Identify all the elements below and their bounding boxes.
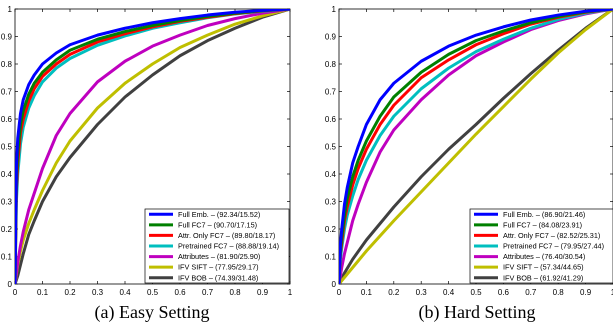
y-tick-label: 0.4 [325,170,337,179]
legend-entry: Full FC7 – (84.08/23.91) [503,220,582,229]
y-tick-label: 0.7 [325,88,337,97]
y-tick-label: 0.5 [1,143,13,152]
x-tick-label: 0.6 [174,288,186,297]
panel-caption: (a) Easy Setting [95,302,210,323]
legend-entry: IFV BOB – (74.39/31.48) [178,273,258,282]
legend-entry: Full FC7 – (90.70/17.15) [178,220,257,229]
x-tick-label: 0.7 [202,288,214,297]
legend-entry: Pretrained FC7 – (88.88/19.14) [178,242,279,251]
y-tick-label: 0.1 [1,253,13,262]
legend-entry: IFV BOB – (61.92/41.29) [503,273,583,282]
x-tick-label: 0.6 [498,288,510,297]
y-tick-label: 0.9 [1,33,13,42]
x-tick-label: 0.4 [443,288,455,297]
legend-entry: IFV SIFT – (57.34/44.65) [503,263,584,272]
panel-caption: (b) Hard Setting [419,302,536,323]
x-tick-label: 1 [288,288,293,297]
y-tick-label: 0.2 [1,225,13,234]
legend-entry: Attributes – (81.90/25.90) [178,252,260,261]
y-tick-label: 0.8 [1,60,13,69]
x-tick-label: 0.5 [470,288,482,297]
y-tick-label: 0.8 [325,60,337,69]
y-tick-label: 0.6 [325,115,337,124]
y-tick-label: 0.5 [325,143,337,152]
y-tick-label: 0 [332,280,337,289]
legend-entry: Pretrained FC7 – (79.95/27.44) [503,242,604,251]
x-tick-label: 0.3 [92,288,104,297]
x-tick-label: 0.1 [361,288,373,297]
x-tick-label: 0.4 [119,288,131,297]
series-line [15,9,290,284]
series-line [339,9,613,284]
y-tick-label: 0.3 [1,198,13,207]
series-line [15,9,290,284]
y-tick-label: 0.4 [1,170,13,179]
legend-entry: Full Emb. – (92.34/15.52) [178,210,260,219]
legend: Full Emb. – (92.34/15.52)Full FC7 – (90.… [144,208,290,284]
y-tick-label: 1 [8,5,13,14]
y-tick-label: 0.2 [325,225,337,234]
x-tick-label: 1 [611,288,613,297]
hard-setting-panel: 0 0.1 0.2 0.3 0.4 0.5 0.6 0.7 0.8 0.9 1 0 0.1 0.2 0.3 0… [325,5,613,323]
x-tick-label: 0.2 [64,288,76,297]
legend-entry: Attr. Only FC7 – (89.80/18.17) [178,231,275,240]
x-tick-label: 0.7 [525,288,537,297]
series-line [15,9,290,284]
legend: Full Emb. – (86.90/21.46)Full FC7 – (84.… [469,208,613,284]
x-tick-label: 0.5 [147,288,159,297]
legend-entry: Attributes – (76.40/30.54) [503,252,585,261]
x-tick-label: 0.8 [229,288,241,297]
x-tick-label: 0.2 [388,288,400,297]
y-tick-label: 0.3 [325,198,337,207]
y-tick-label: 1 [332,5,337,14]
easy-setting-panel: 0 0.1 0.2 0.3 0.4 0.5 0.6 0.7 0.8 0.9 1 0 0.1 0.2 0.3 0… [1,5,293,323]
x-tick-label: 0.8 [553,288,565,297]
x-tick-label: 0.1 [37,288,49,297]
y-tick-label: 0.1 [325,253,337,262]
x-tick-label: 0.9 [580,288,592,297]
y-tick-label: 0.6 [1,115,13,124]
legend-entry: Attr. Only FC7 – (82.52/25.31) [503,231,600,240]
series-line [339,9,613,284]
y-tick-label: 0.9 [325,33,337,42]
legend-entry: IFV SIFT – (77.95/29.17) [178,263,259,272]
series-line [339,9,613,284]
x-tick-label: 0 [13,288,18,297]
y-tick-label: 0 [8,280,13,289]
legend-entry: Full Emb. – (86.90/21.46) [503,210,585,219]
x-tick-label: 0.9 [257,288,269,297]
x-tick-label: 0.3 [416,288,428,297]
y-tick-label: 0.7 [1,88,13,97]
x-tick-label: 0 [337,288,342,297]
